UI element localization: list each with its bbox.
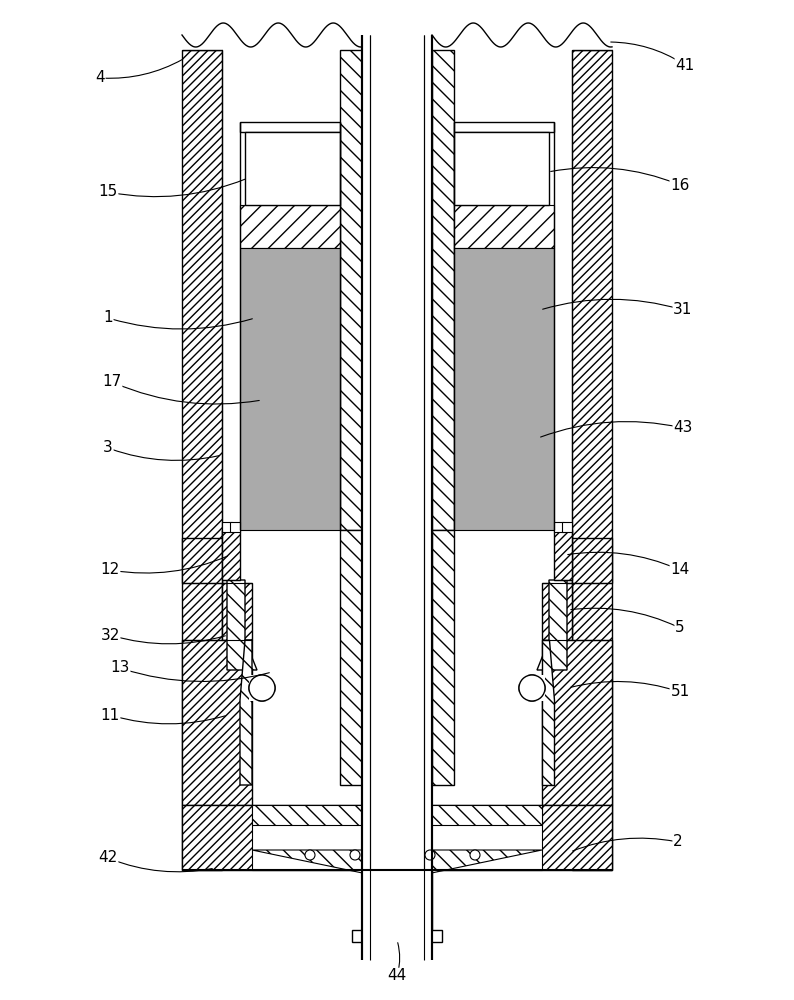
Text: 42: 42	[98, 850, 118, 865]
Circle shape	[425, 850, 435, 860]
Polygon shape	[182, 538, 252, 640]
Polygon shape	[249, 675, 275, 701]
Polygon shape	[454, 205, 554, 248]
Polygon shape	[340, 50, 362, 530]
Text: 12: 12	[100, 562, 120, 578]
Polygon shape	[182, 805, 612, 870]
Text: 4: 4	[95, 70, 105, 86]
Bar	[252, 805, 542, 870]
Polygon shape	[542, 640, 612, 805]
Bar	[454, 122, 554, 132]
Bar	[245, 132, 340, 205]
Text: 13: 13	[110, 660, 129, 676]
Polygon shape	[240, 205, 340, 248]
Bar	[454, 132, 549, 205]
Polygon shape	[252, 850, 542, 875]
Polygon shape	[240, 248, 340, 530]
Bar	[554, 522, 564, 532]
Polygon shape	[554, 530, 572, 580]
Polygon shape	[432, 50, 454, 530]
Polygon shape	[519, 675, 545, 701]
Text: 11: 11	[100, 708, 120, 722]
Text: 5: 5	[675, 620, 684, 636]
Polygon shape	[340, 530, 362, 785]
Circle shape	[350, 850, 360, 860]
Bar	[230, 522, 240, 532]
Polygon shape	[572, 40, 612, 50]
Text: 32: 32	[100, 628, 120, 643]
Text: 3: 3	[103, 440, 113, 456]
Bar	[562, 522, 572, 532]
Polygon shape	[432, 530, 454, 785]
Polygon shape	[240, 640, 252, 785]
Polygon shape	[542, 538, 612, 640]
Polygon shape	[182, 640, 252, 805]
Bar	[222, 522, 232, 532]
Polygon shape	[542, 640, 554, 785]
Bar	[362, 35, 432, 960]
Polygon shape	[572, 50, 612, 870]
Polygon shape	[537, 580, 567, 670]
Text: 14: 14	[670, 562, 690, 578]
Circle shape	[305, 850, 315, 860]
Polygon shape	[222, 530, 240, 580]
Bar	[362, 35, 432, 960]
Polygon shape	[454, 248, 554, 530]
Bar	[362, 870, 432, 940]
Bar	[240, 122, 340, 132]
Text: 51: 51	[670, 684, 690, 700]
Circle shape	[249, 675, 275, 701]
Text: 2: 2	[673, 834, 683, 850]
Text: 16: 16	[670, 178, 690, 192]
Text: 43: 43	[673, 420, 692, 436]
Text: 41: 41	[676, 57, 695, 73]
Polygon shape	[252, 805, 542, 825]
Polygon shape	[182, 50, 222, 870]
Circle shape	[519, 675, 545, 701]
Text: 31: 31	[673, 302, 692, 318]
Text: 15: 15	[98, 184, 118, 200]
Circle shape	[470, 850, 480, 860]
Polygon shape	[182, 40, 222, 50]
Text: 44: 44	[387, 968, 407, 984]
Text: 17: 17	[102, 374, 121, 389]
Text: 1: 1	[103, 310, 113, 326]
Polygon shape	[227, 580, 257, 670]
Bar	[352, 930, 442, 942]
